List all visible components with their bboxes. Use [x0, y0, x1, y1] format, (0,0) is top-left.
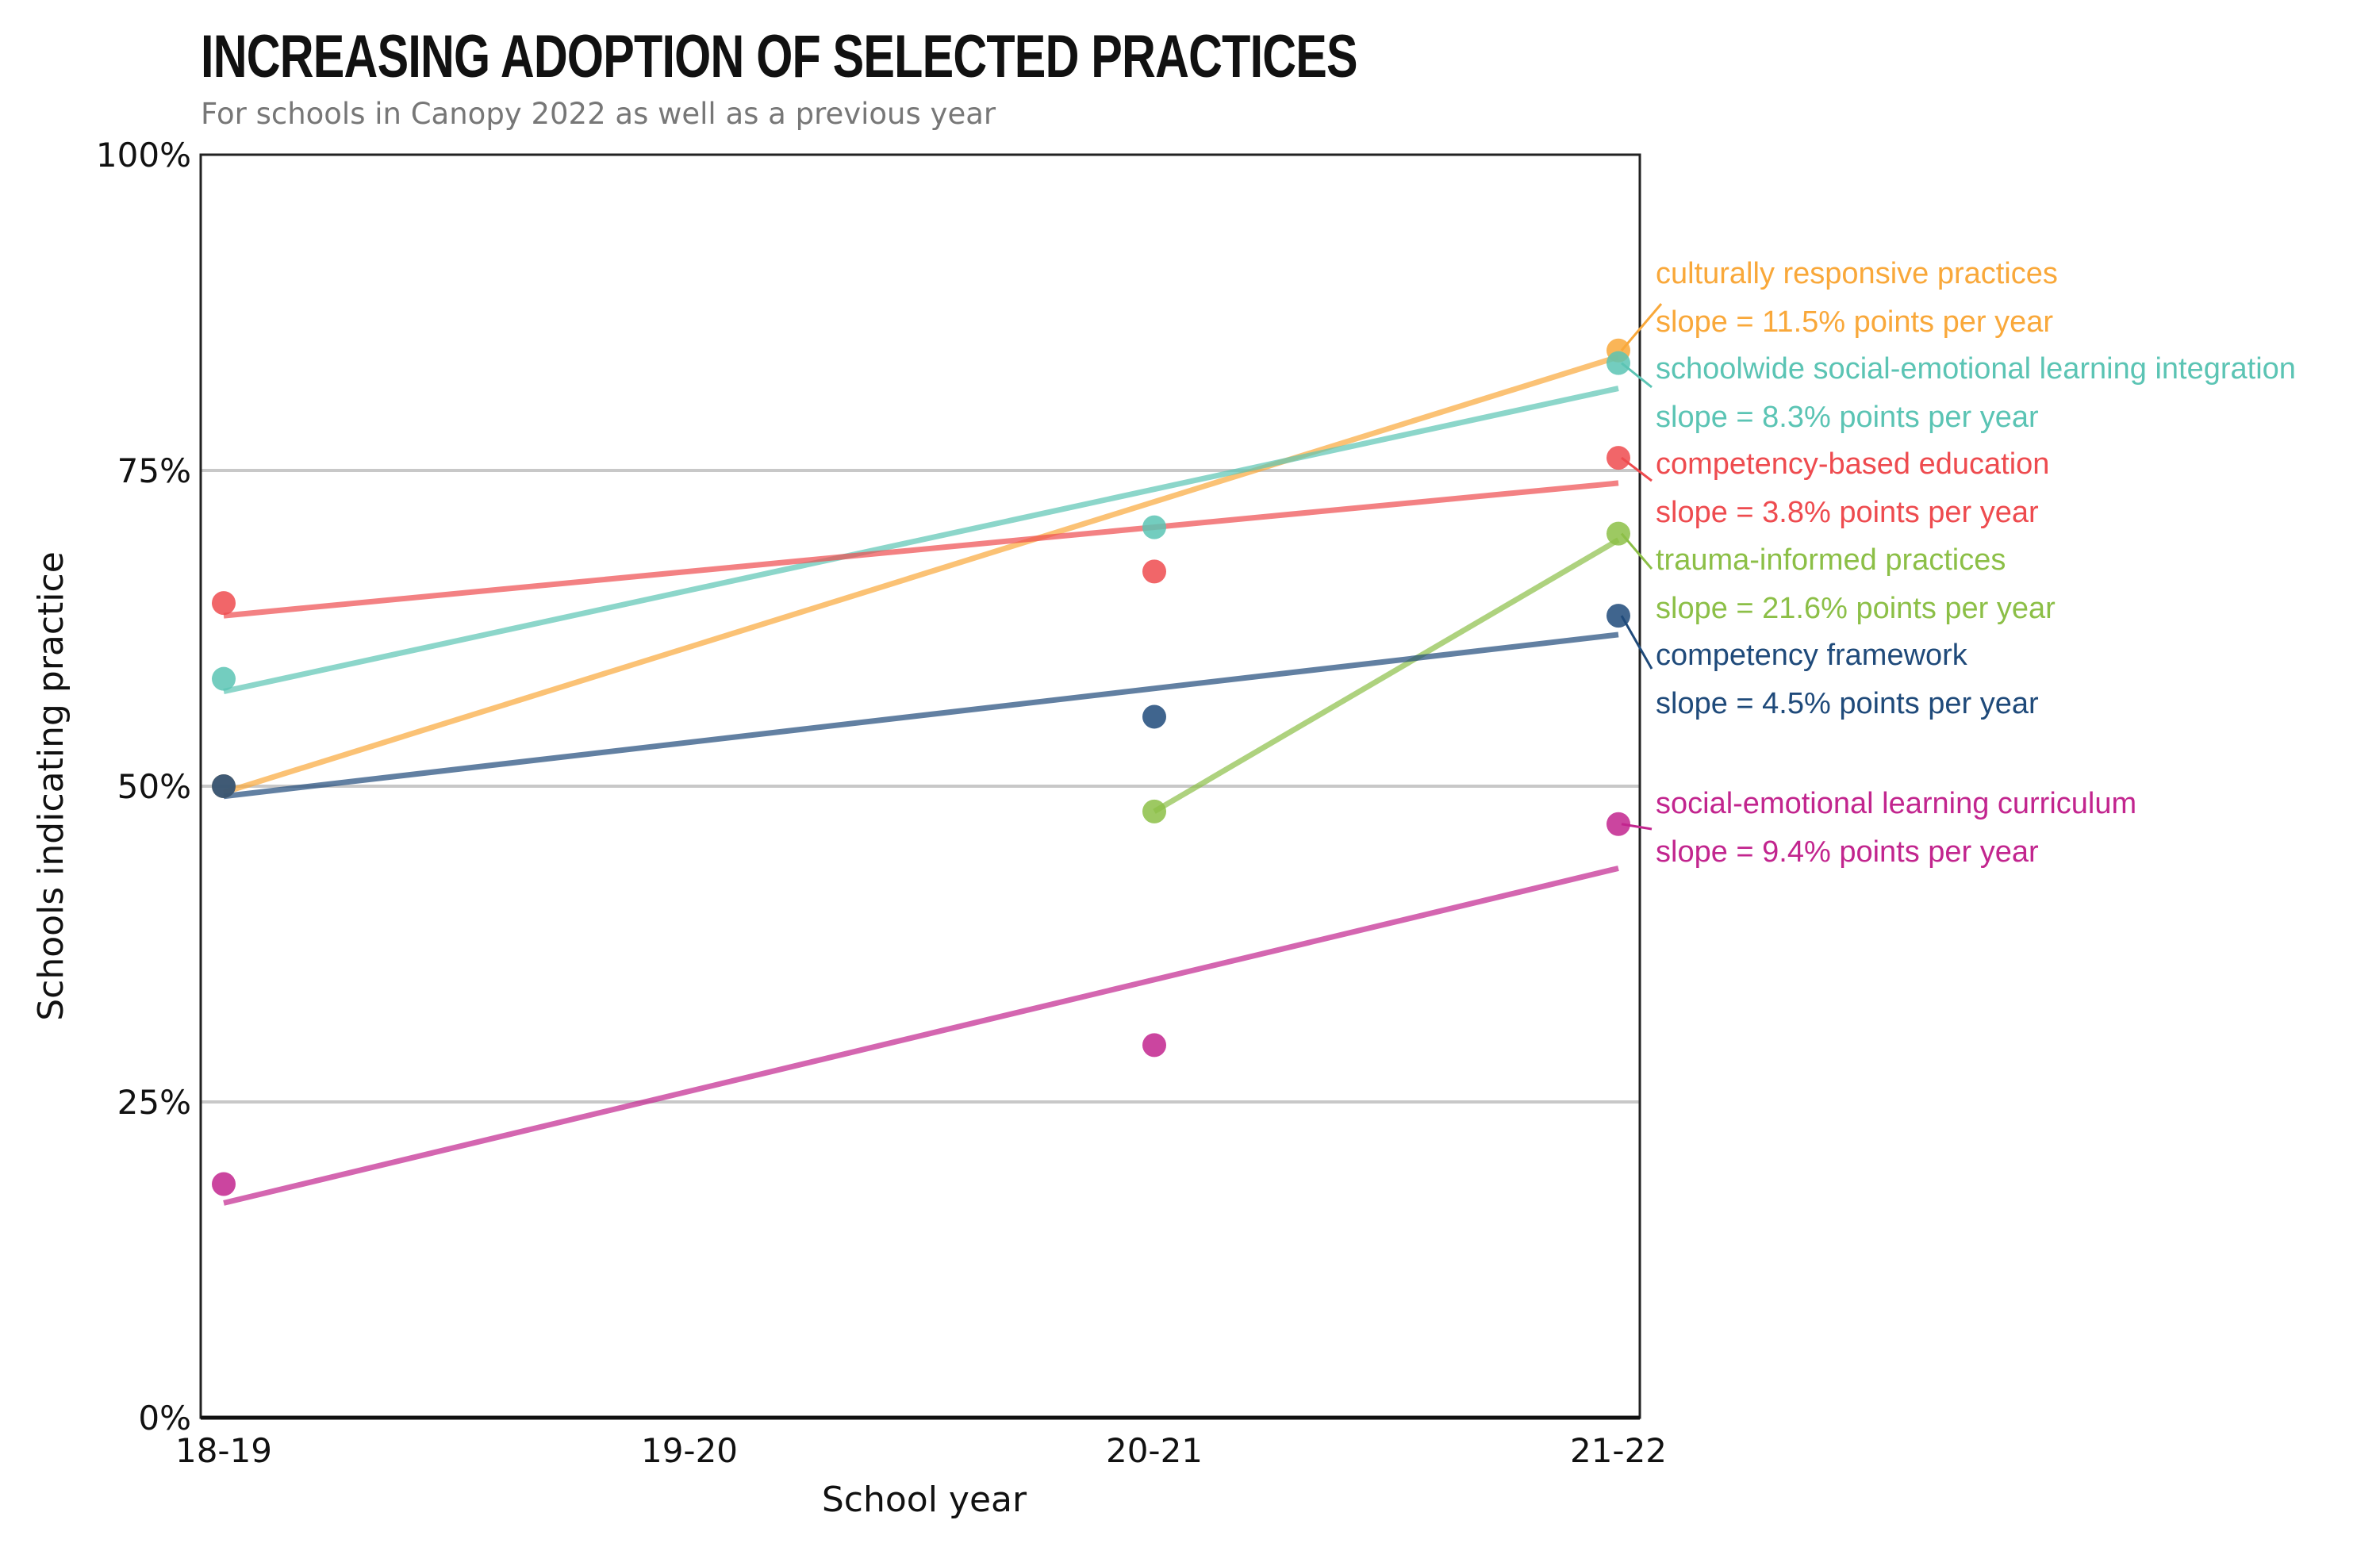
label-connector	[1620, 615, 1653, 670]
x-tick-label: 20-21	[1106, 1431, 1203, 1470]
y-tick-label: 100%	[96, 136, 191, 175]
series-label: schoolwide social-emotional learning int…	[1656, 352, 2296, 386]
data-point	[212, 666, 236, 691]
y-tick-label: 50%	[117, 767, 191, 806]
trend-line	[1153, 537, 1620, 814]
label-connector	[1621, 823, 1653, 831]
data-point	[1606, 812, 1630, 836]
data-point	[1606, 351, 1630, 375]
y-tick-label: 25%	[117, 1083, 191, 1122]
x-tick-label: 18-19	[175, 1431, 272, 1470]
chart-subtitle: For schools in Canopy 2022 as well as a …	[201, 97, 996, 131]
slope-label: slope = 3.8% points per year	[1656, 496, 2039, 529]
series-label: social-emotional learning curriculum	[1656, 787, 2136, 820]
trend-line	[223, 631, 1619, 800]
data-point	[1142, 559, 1166, 584]
trend-lines	[222, 354, 1620, 1206]
chart-title: INCREASING ADOPTION OF SELECTED PRACTICE…	[201, 23, 1358, 90]
data-point	[1606, 521, 1630, 546]
data-point	[1142, 799, 1166, 823]
x-tick-label: 19-20	[641, 1431, 738, 1470]
data-point	[212, 774, 236, 798]
axes: 0% 25% 50% 75% 100% 18-19 19-20 20-21 21-22 Schoo…	[31, 136, 1667, 1520]
y-tick-label: 0%	[138, 1399, 191, 1438]
label-connector	[1621, 456, 1653, 482]
slope-label: slope = 11.5% points per year	[1656, 305, 2053, 339]
data-points	[212, 338, 1630, 1196]
slope-label: slope = 8.3% points per year	[1656, 401, 2039, 434]
y-tick-label: 75%	[117, 451, 191, 490]
series-label: competency-based education	[1656, 447, 2049, 481]
x-tick-label: 21-22	[1570, 1431, 1667, 1470]
trend-line	[223, 480, 1619, 619]
data-point	[1142, 1033, 1166, 1058]
label-connector	[1620, 303, 1663, 351]
series-label: trauma-informed practices	[1656, 543, 2006, 577]
label-connector	[1620, 532, 1653, 570]
trend-line	[223, 866, 1619, 1206]
series-annotations: culturally responsive practices slope = 1…	[1620, 257, 2296, 869]
data-point	[212, 1172, 236, 1196]
trend-line	[222, 354, 1620, 796]
y-axis-title: Schools indicating practice	[31, 551, 71, 1021]
data-point	[1142, 704, 1166, 729]
trend-line	[223, 386, 1619, 695]
data-point	[1142, 515, 1166, 539]
series-label: competency framework	[1656, 639, 1968, 672]
data-point	[212, 591, 236, 616]
x-axis-title: School year	[822, 1480, 1027, 1520]
series-label: culturally responsive practices	[1656, 257, 2058, 290]
slope-label: slope = 9.4% points per year	[1656, 835, 2039, 869]
slope-label: slope = 4.5% points per year	[1656, 687, 2039, 720]
data-point	[1606, 446, 1630, 470]
label-connector	[1621, 362, 1653, 389]
slope-label: slope = 21.6% points per year	[1656, 592, 2056, 625]
grid-lines	[201, 469, 1640, 1104]
